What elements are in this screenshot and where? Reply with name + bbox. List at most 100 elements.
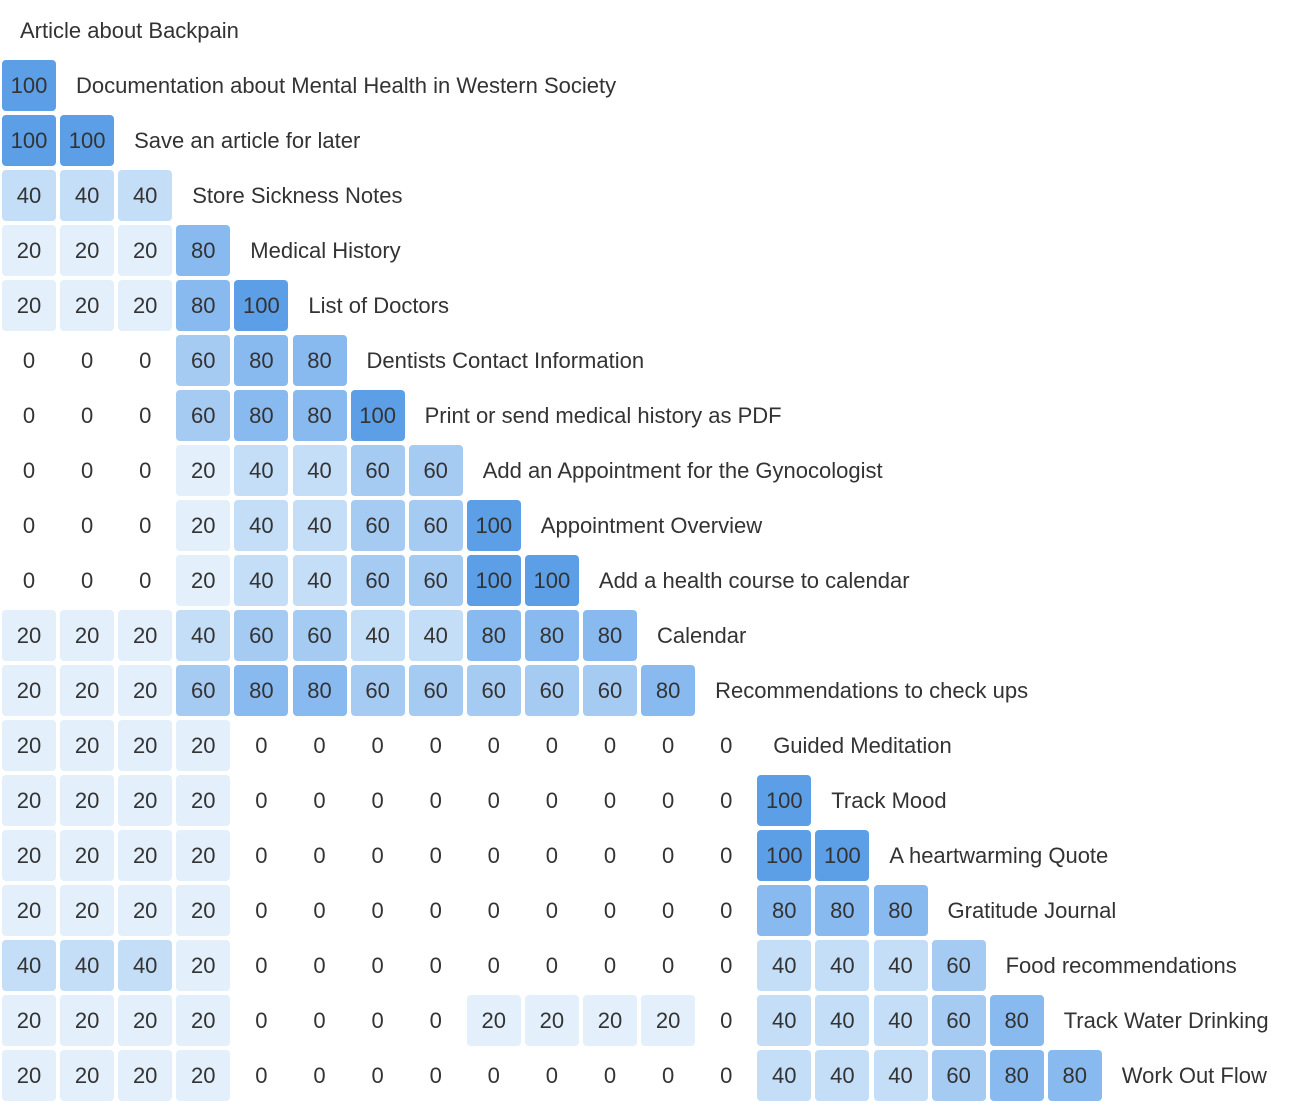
heatmap-cell: 40 (815, 995, 870, 1046)
heatmap-cell: 0 (524, 830, 579, 881)
heatmap-cell: 80 (292, 665, 347, 716)
heatmap-cell: 20 (2, 830, 56, 881)
heatmap-cell: 100 (60, 115, 115, 166)
heatmap-cell: 80 (234, 335, 289, 386)
heatmap-cell: 40 (757, 995, 812, 1046)
heatmap-cell: 60 (408, 500, 463, 551)
heatmap-cell: 100 (350, 390, 405, 441)
heatmap-cell: 60 (408, 555, 463, 606)
heatmap-cell: 0 (350, 830, 405, 881)
heatmap-cell: 20 (2, 280, 56, 331)
heatmap-cell: 0 (524, 1050, 579, 1101)
heatmap-cell: 60 (408, 665, 463, 716)
heatmap-cell: 0 (699, 720, 754, 771)
heatmap-cell: 0 (583, 775, 637, 826)
heatmap-cell: 20 (118, 830, 173, 881)
heatmap-cell: 0 (466, 1050, 521, 1101)
heatmap-cell: 80 (873, 885, 928, 936)
heatmap-cell: 40 (873, 940, 928, 991)
heatmap-cell: 60 (350, 665, 405, 716)
heatmap-cell: 20 (2, 775, 56, 826)
heatmap-cell: 20 (176, 720, 231, 771)
heatmap-cell: 40 (60, 940, 115, 991)
heatmap-cell: 20 (60, 225, 115, 276)
heatmap-cell: 40 (350, 610, 405, 661)
row-label: Medical History (250, 238, 401, 263)
row-label: Dentists Contact Information (366, 348, 645, 373)
heatmap-cell: 0 (2, 555, 56, 606)
heatmap-cell: 0 (583, 885, 637, 936)
heatmap-cell: 20 (176, 445, 231, 496)
heatmap-cell: 0 (699, 830, 754, 881)
heatmap-cell: 0 (2, 390, 56, 441)
heatmap-cell: 0 (234, 775, 289, 826)
heatmap-cell: 0 (234, 885, 289, 936)
heatmap-cell: 20 (118, 280, 173, 331)
heatmap-cell: 0 (2, 500, 56, 551)
heatmap-cell: 20 (583, 995, 637, 1046)
heatmap-cell: 40 (60, 170, 115, 221)
heatmap-cell: 80 (466, 610, 521, 661)
heatmap-cell: 0 (408, 885, 463, 936)
heatmap-cell: 0 (466, 940, 521, 991)
heatmap-cell: 0 (524, 775, 579, 826)
row-label: Calendar (657, 623, 747, 648)
heatmap-cell: 40 (873, 995, 928, 1046)
heatmap-cell: 40 (292, 555, 347, 606)
heatmap-cell: 60 (176, 335, 231, 386)
heatmap-cell: 100 (466, 555, 521, 606)
heatmap-cell: 80 (234, 665, 289, 716)
heatmap-cell: 20 (60, 830, 115, 881)
heatmap-cell: 40 (757, 940, 812, 991)
heatmap-cell: 40 (292, 445, 347, 496)
heatmap-cell: 0 (641, 940, 696, 991)
heatmap-cell: 20 (2, 1050, 56, 1101)
heatmap-cell: 0 (234, 1050, 289, 1101)
heatmap-cell: 60 (350, 500, 405, 551)
heatmap-cell: 20 (641, 995, 696, 1046)
heatmap-cell: 0 (350, 940, 405, 991)
row-label: A heartwarming Quote (889, 843, 1109, 868)
heatmap-cell: 0 (699, 940, 754, 991)
heatmap-cell: 0 (60, 445, 115, 496)
heatmap-cell: 60 (931, 1050, 986, 1101)
row-label: Gratitude Journal (947, 898, 1117, 923)
heatmap-cell: 20 (176, 885, 231, 936)
heatmap-cell: 0 (118, 500, 173, 551)
heatmap-cell: 0 (524, 940, 579, 991)
heatmap-cell: 60 (292, 610, 347, 661)
heatmap-cell: 100 (2, 60, 56, 111)
heatmap-cell: 20 (2, 720, 56, 771)
heatmap-cell: 20 (118, 720, 173, 771)
heatmap-cell: 0 (641, 1050, 696, 1101)
heatmap-cell: 0 (350, 720, 405, 771)
heatmap-cell: 20 (60, 665, 115, 716)
row-label: Recommendations to check ups (715, 678, 1029, 703)
row-label: Add a health course to calendar (598, 568, 910, 593)
heatmap-cell: 0 (583, 830, 637, 881)
heatmap-cell: 0 (466, 720, 521, 771)
heatmap-cell: 20 (176, 995, 231, 1046)
heatmap-cell: 20 (176, 500, 231, 551)
heatmap-cell: 0 (118, 445, 173, 496)
heatmap-cell: 80 (641, 665, 696, 716)
heatmap-cell: 0 (292, 720, 347, 771)
heatmap-cell: 0 (292, 885, 347, 936)
heatmap-cell: 0 (641, 885, 696, 936)
heatmap-cell: 0 (583, 1050, 637, 1101)
row-label: Save an article for later (134, 128, 361, 153)
heatmap-cell: 60 (931, 995, 986, 1046)
heatmap-cell: 80 (757, 885, 812, 936)
heatmap-cell: 20 (118, 610, 173, 661)
heatmap-cell: 60 (583, 665, 637, 716)
heatmap-cell: 20 (118, 995, 173, 1046)
heatmap-cell: 80 (176, 225, 231, 276)
heatmap-cell: 40 (2, 940, 56, 991)
row-label: Add an Appointment for the Gynocologist (482, 458, 883, 483)
heatmap-cell: 20 (2, 225, 56, 276)
heatmap-cell: 20 (60, 885, 115, 936)
heatmap-cell: 0 (234, 995, 289, 1046)
heatmap-cell: 40 (118, 940, 173, 991)
heatmap-cell: 80 (292, 390, 347, 441)
